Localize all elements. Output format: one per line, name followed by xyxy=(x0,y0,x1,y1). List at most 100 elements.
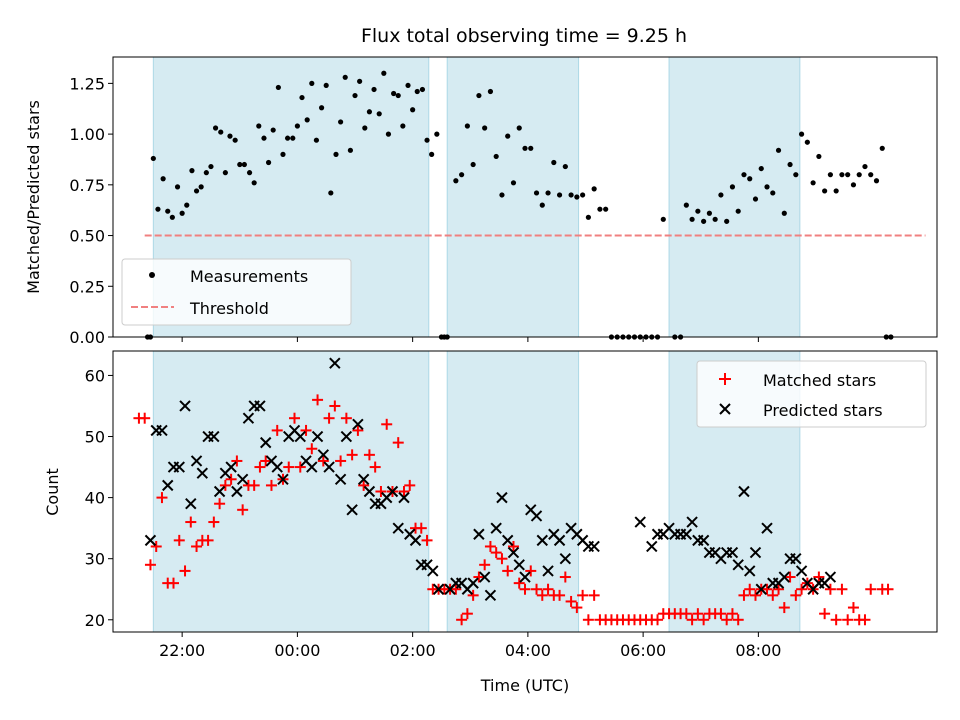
legend-marker-predicted xyxy=(719,403,731,415)
matched-star-point xyxy=(461,608,473,620)
x-stroke-b xyxy=(225,461,237,473)
predicted-star-point xyxy=(559,552,572,565)
measurement-point xyxy=(758,165,764,172)
matched-star-point xyxy=(496,553,508,565)
x-stroke-b xyxy=(173,461,185,473)
matched-star-point xyxy=(507,540,519,552)
measurement-point xyxy=(850,182,857,188)
measurement-point xyxy=(505,133,511,139)
measurement-point xyxy=(218,129,224,135)
x-stroke-b xyxy=(346,504,358,516)
x-stroke-b xyxy=(473,528,485,540)
matched-star-point xyxy=(289,412,301,424)
predicted-star-points xyxy=(144,357,837,602)
x-tick-label: 04:00 xyxy=(505,641,551,660)
measurement-point xyxy=(265,159,272,166)
predicted-star-point xyxy=(553,534,566,547)
predicted-star-point xyxy=(254,400,266,412)
matched-star-point xyxy=(260,455,272,467)
matched-star-point xyxy=(531,583,543,595)
measurement-point xyxy=(580,192,586,198)
measurement-point xyxy=(845,172,851,178)
matched-star-point xyxy=(358,479,370,491)
matched-star-point xyxy=(156,492,168,504)
matched-star-point xyxy=(202,534,214,546)
matched-star-point xyxy=(231,455,243,467)
x-stroke-b xyxy=(271,461,283,473)
measurement-point xyxy=(165,208,171,214)
matched-star-point xyxy=(778,602,790,614)
measurement-point xyxy=(551,159,557,166)
matched-star-point xyxy=(726,608,738,620)
matched-star-point xyxy=(329,400,341,412)
chart-title: Flux total observing time = 9.25 h xyxy=(361,25,687,47)
measurement-point xyxy=(695,208,701,214)
matched-star-point xyxy=(415,522,427,534)
matched-star-point xyxy=(859,614,871,626)
matched-star-point xyxy=(375,486,387,497)
measurement-point xyxy=(241,161,247,168)
predicted-star-point xyxy=(340,430,353,443)
measurement-point xyxy=(179,210,185,216)
predicted-star-point xyxy=(392,522,404,534)
matched-star-point xyxy=(317,455,329,467)
x-stroke-b xyxy=(490,522,502,534)
measurement-point xyxy=(189,168,195,174)
matched-star-point xyxy=(168,577,180,589)
predicted-star-point xyxy=(749,546,762,559)
x-stroke-b xyxy=(340,430,353,443)
x-stroke-b xyxy=(588,540,600,553)
x-stroke-b xyxy=(317,449,330,461)
x-stroke-b xyxy=(277,473,289,485)
measurement-point xyxy=(781,210,787,216)
measurement-point xyxy=(184,202,190,208)
matched-star-point xyxy=(306,443,318,455)
x-tick-label: 02:00 xyxy=(390,641,436,660)
measurement-point xyxy=(280,151,286,157)
measurement-point xyxy=(290,135,296,141)
measurement-point xyxy=(261,135,267,141)
predicted-star-point xyxy=(306,461,318,473)
top-panel-frame xyxy=(112,56,938,338)
predicted-star-point xyxy=(427,565,439,577)
x-stroke-b xyxy=(513,559,525,571)
x-stroke-b xyxy=(386,485,399,498)
matched-star-point xyxy=(824,583,836,595)
predicted-star-point xyxy=(179,400,191,412)
measurement-point xyxy=(574,194,580,200)
top-legend-box xyxy=(121,258,352,326)
measurement-point xyxy=(160,176,166,182)
matched-star-point xyxy=(773,583,785,595)
matched-star-point xyxy=(352,424,364,436)
measurement-point xyxy=(556,192,563,198)
matched-star-point xyxy=(836,583,848,595)
measurement-point xyxy=(385,131,392,137)
matched-star-point xyxy=(271,424,283,436)
matched-star-point xyxy=(842,614,854,626)
predicted-star-point xyxy=(185,498,197,510)
measurement-point xyxy=(735,208,741,214)
x-stroke-b xyxy=(300,455,312,467)
x-stroke-b xyxy=(542,565,554,577)
predicted-star-point xyxy=(588,540,600,553)
measurement-point xyxy=(539,202,545,208)
predicted-star-point xyxy=(363,485,376,498)
matched-star-point xyxy=(404,479,416,491)
measurement-point xyxy=(429,151,435,157)
x-stroke-b xyxy=(530,510,543,522)
matched-star-point xyxy=(761,583,773,595)
measurement-point xyxy=(313,137,320,143)
measurement-point xyxy=(366,109,373,115)
measurement-point xyxy=(381,70,387,76)
predicted-star-point xyxy=(502,534,514,547)
measurement-point xyxy=(400,123,406,129)
x-stroke-b xyxy=(646,540,658,553)
x-stroke-b xyxy=(663,522,675,534)
measurement-point xyxy=(251,180,257,186)
measurement-point xyxy=(868,172,874,178)
legend-marker-matched xyxy=(719,373,731,385)
matched-star-point xyxy=(225,473,237,485)
predicted-star-point xyxy=(761,522,773,534)
predicted-star-point xyxy=(162,479,174,492)
measurement-point xyxy=(347,147,354,153)
